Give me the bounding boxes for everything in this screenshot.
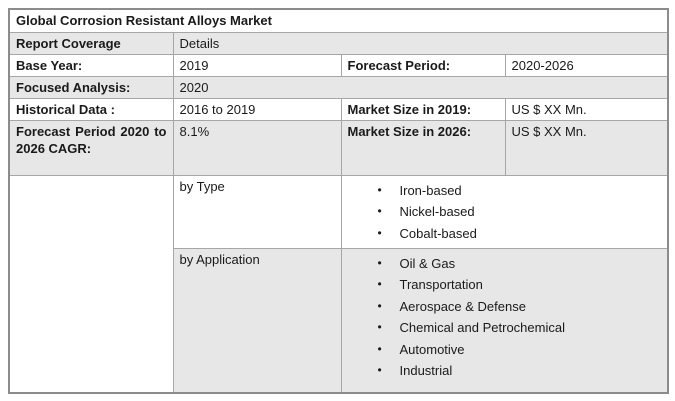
table-row-report-coverage: Report Coverage Details [8, 31, 669, 55]
list-item: • Transportation [378, 274, 662, 296]
bullet-icon: • [377, 298, 382, 313]
forecast-period-value: 2020-2026 [504, 53, 669, 77]
base-year-label: Base Year: [8, 53, 174, 77]
market-size-2026-label: Market Size in 2026: [340, 119, 506, 176]
list-item: • Nickel-based [378, 201, 662, 223]
table-row-cagr: Forecast Period 2020 to 2026 CAGR: 8.1% … [8, 119, 669, 176]
market-size-2026-value: US $ XX Mn. [504, 119, 669, 176]
focused-analysis-value: 2020 [172, 75, 669, 99]
by-application-items-cell: • Oil & Gas • Transportation • Aerospace… [340, 247, 669, 394]
focused-analysis-label: Focused Analysis: [8, 75, 174, 99]
by-application-list: • Oil & Gas • Transportation • Aerospace… [348, 253, 662, 382]
table-row-base-year: Base Year: 2019 Forecast Period: 2020-20… [8, 53, 669, 77]
bullet-icon: • [377, 320, 382, 334]
by-application-item: Aerospace & Defense [399, 298, 526, 314]
list-item: • Chemical and Petrochemical [378, 317, 662, 339]
by-type-label: by Type [172, 174, 342, 249]
cagr-label: Forecast Period 2020 to 2026 CAGR: [8, 119, 174, 176]
bullet-icon: • [377, 363, 382, 377]
report-coverage-value: Details [172, 31, 669, 55]
cagr-value: 8.1% [172, 119, 342, 176]
list-item: • Automotive [378, 339, 662, 361]
forecast-period-label: Forecast Period: [340, 53, 506, 77]
by-type-items-cell: • Iron-based • Nickel-based • Cobalt-bas… [340, 174, 669, 249]
report-coverage-label: Report Coverage [8, 31, 174, 55]
list-item: • Industrial [378, 360, 662, 382]
table-title: Global Corrosion Resistant Alloys Market [8, 8, 669, 33]
segments-spacer-cell [8, 174, 174, 394]
table-row-focused-analysis: Focused Analysis: 2020 [8, 75, 669, 99]
by-type-item: Cobalt-based [399, 225, 477, 241]
table-row-by-type: by Type • Iron-based • Nickel-based • Co… [8, 174, 669, 394]
list-item: • Aerospace & Defense [378, 296, 662, 318]
market-size-2019-value: US $ XX Mn. [504, 97, 669, 121]
by-type-list: • Iron-based • Nickel-based • Cobalt-bas… [348, 180, 662, 245]
by-application-item: Chemical and Petrochemical [399, 320, 565, 335]
list-item: • Oil & Gas [378, 253, 662, 275]
list-item: • Cobalt-based [378, 223, 662, 245]
table-row-by-application: by Application • Oil & Gas • Transportat… [9, 247, 669, 394]
market-size-2019-label: Market Size in 2019: [340, 97, 506, 121]
historical-data-value: 2016 to 2019 [172, 97, 342, 121]
bullet-icon: • [377, 182, 382, 197]
base-year-value: 2019 [172, 53, 342, 77]
bullet-icon: • [377, 255, 382, 270]
market-report-table: Global Corrosion Resistant Alloys Market… [8, 8, 670, 394]
by-application-item: Oil & Gas [399, 255, 456, 271]
bullet-icon: • [377, 225, 382, 240]
list-item: • Iron-based [378, 180, 662, 202]
by-type-item: Iron-based [399, 182, 462, 198]
by-application-label: by Application [172, 247, 342, 394]
table-row-title: Global Corrosion Resistant Alloys Market [8, 8, 669, 33]
bullet-icon: • [377, 277, 382, 291]
table-row-historical-data: Historical Data : 2016 to 2019 Market Si… [8, 97, 669, 121]
by-type-item: Nickel-based [399, 204, 475, 219]
bullet-icon: • [377, 204, 382, 218]
by-application-item: Transportation [399, 277, 483, 292]
by-application-item: Industrial [399, 363, 453, 378]
by-application-item: Automotive [399, 341, 465, 357]
bullet-icon: • [377, 341, 382, 356]
historical-data-label: Historical Data : [8, 97, 174, 121]
